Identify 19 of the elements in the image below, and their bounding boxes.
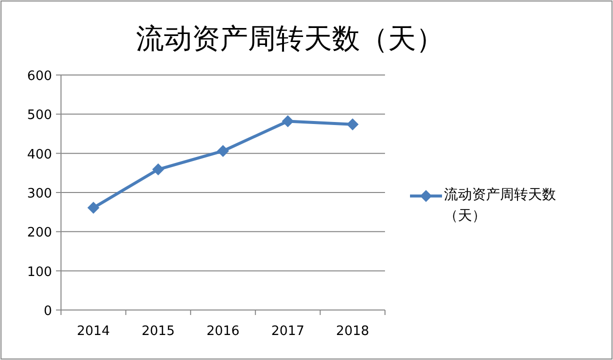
y-tick-label: 0 bbox=[44, 304, 52, 319]
point bbox=[346, 118, 359, 130]
x-tick-label: 2018 bbox=[336, 324, 370, 339]
point bbox=[217, 144, 229, 157]
point bbox=[152, 163, 164, 176]
chart-title: 流动资产周转天数（天） bbox=[136, 22, 444, 55]
y-tick-label: 500 bbox=[27, 108, 52, 124]
point bbox=[87, 202, 100, 214]
y-tick-label: 100 bbox=[27, 264, 52, 280]
y-tick-label: 300 bbox=[27, 186, 52, 202]
y-tick-label: 400 bbox=[27, 147, 52, 162]
point bbox=[282, 115, 294, 128]
y-tick-label: 600 bbox=[27, 69, 52, 84]
legend-label: 流动资产周转天数（天） bbox=[444, 186, 557, 226]
x-tick-label: 2014 bbox=[76, 324, 110, 339]
x-tick-label: 2015 bbox=[142, 324, 175, 339]
y-tick-label: 200 bbox=[27, 226, 52, 241]
x-tick-label: 2017 bbox=[271, 324, 304, 339]
x-tick-label: 2016 bbox=[206, 324, 240, 339]
